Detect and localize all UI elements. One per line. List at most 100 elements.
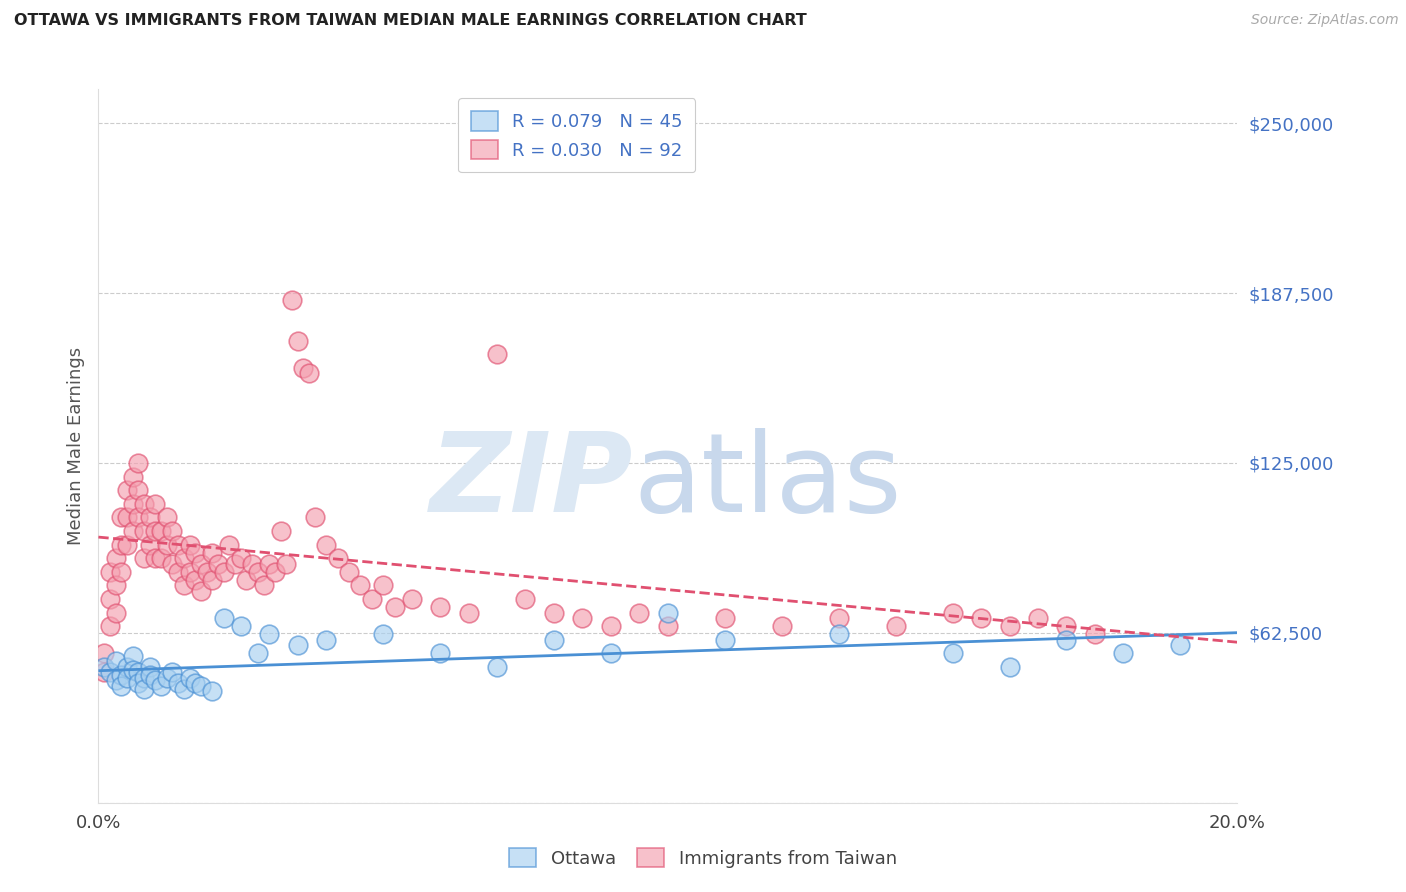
- Point: [190, 679, 212, 693]
- Point: [571, 611, 593, 625]
- Point: [115, 537, 138, 551]
- Point: [828, 627, 851, 641]
- Point: [201, 546, 224, 560]
- Point: [115, 483, 138, 498]
- Point: [98, 565, 121, 579]
- Point: [942, 606, 965, 620]
- Point: [1026, 611, 1049, 625]
- Point: [132, 551, 155, 566]
- Point: [127, 676, 149, 690]
- Y-axis label: Median Male Earnings: Median Male Earnings: [66, 347, 84, 545]
- Point: [246, 646, 269, 660]
- Point: [998, 619, 1021, 633]
- Point: [167, 676, 190, 690]
- Point: [264, 565, 287, 579]
- Point: [110, 668, 132, 682]
- Point: [998, 660, 1021, 674]
- Point: [184, 546, 207, 560]
- Point: [184, 573, 207, 587]
- Point: [145, 551, 167, 566]
- Point: [337, 565, 360, 579]
- Point: [212, 565, 235, 579]
- Point: [127, 510, 149, 524]
- Point: [235, 573, 257, 587]
- Point: [218, 537, 240, 551]
- Point: [942, 646, 965, 660]
- Point: [104, 606, 127, 620]
- Point: [970, 611, 993, 625]
- Point: [98, 665, 121, 680]
- Point: [486, 660, 509, 674]
- Point: [543, 632, 565, 647]
- Point: [628, 606, 651, 620]
- Text: atlas: atlas: [634, 428, 903, 535]
- Point: [179, 565, 201, 579]
- Point: [145, 524, 167, 538]
- Point: [121, 469, 143, 483]
- Point: [115, 510, 138, 524]
- Point: [287, 638, 309, 652]
- Point: [173, 551, 195, 566]
- Point: [1170, 638, 1192, 652]
- Point: [145, 497, 167, 511]
- Point: [315, 537, 337, 551]
- Point: [110, 565, 132, 579]
- Point: [132, 681, 155, 696]
- Point: [162, 665, 184, 680]
- Point: [457, 606, 479, 620]
- Point: [156, 510, 179, 524]
- Point: [429, 646, 451, 660]
- Point: [384, 600, 406, 615]
- Point: [292, 360, 315, 375]
- Point: [110, 537, 132, 551]
- Point: [93, 646, 115, 660]
- Legend: R = 0.079   N = 45, R = 0.030   N = 92: R = 0.079 N = 45, R = 0.030 N = 92: [458, 98, 696, 172]
- Point: [162, 557, 184, 571]
- Point: [98, 619, 121, 633]
- Point: [229, 551, 252, 566]
- Point: [195, 565, 218, 579]
- Point: [115, 671, 138, 685]
- Point: [150, 551, 173, 566]
- Point: [104, 551, 127, 566]
- Point: [600, 646, 623, 660]
- Point: [127, 483, 149, 498]
- Point: [179, 671, 201, 685]
- Point: [373, 627, 395, 641]
- Point: [150, 524, 173, 538]
- Point: [127, 456, 149, 470]
- Point: [224, 557, 246, 571]
- Point: [304, 510, 326, 524]
- Point: [600, 619, 623, 633]
- Point: [246, 565, 269, 579]
- Point: [121, 648, 143, 663]
- Point: [373, 578, 395, 592]
- Point: [156, 671, 179, 685]
- Point: [132, 497, 155, 511]
- Point: [543, 606, 565, 620]
- Point: [252, 578, 274, 592]
- Point: [298, 366, 321, 380]
- Point: [173, 681, 195, 696]
- Point: [138, 537, 160, 551]
- Legend: Ottawa, Immigrants from Taiwan: Ottawa, Immigrants from Taiwan: [498, 837, 908, 879]
- Point: [429, 600, 451, 615]
- Point: [110, 679, 132, 693]
- Point: [98, 591, 121, 606]
- Point: [138, 668, 160, 682]
- Point: [281, 293, 304, 307]
- Point: [201, 573, 224, 587]
- Point: [93, 665, 115, 680]
- Point: [1112, 646, 1135, 660]
- Point: [770, 619, 793, 633]
- Point: [276, 557, 298, 571]
- Point: [326, 551, 349, 566]
- Point: [93, 660, 115, 674]
- Point: [156, 537, 179, 551]
- Point: [315, 632, 337, 647]
- Point: [240, 557, 263, 571]
- Point: [138, 510, 160, 524]
- Point: [167, 537, 190, 551]
- Point: [184, 676, 207, 690]
- Point: [1056, 619, 1078, 633]
